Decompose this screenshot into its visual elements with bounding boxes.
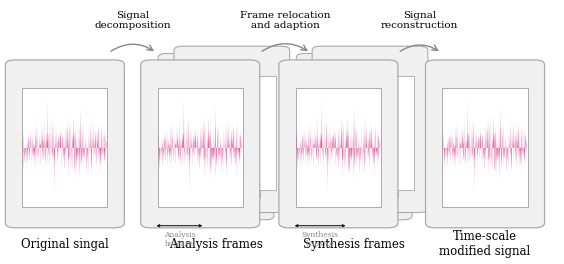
Text: Synthesis frames: Synthesis frames	[303, 238, 405, 251]
FancyBboxPatch shape	[425, 60, 544, 228]
Text: Synthesis
hopsize: Synthesis hopsize	[302, 231, 338, 248]
Bar	[442, 88, 527, 207]
Text: Analysis frames: Analysis frames	[169, 238, 263, 251]
Bar	[157, 88, 243, 207]
Bar	[310, 83, 398, 197]
Bar	[173, 83, 259, 197]
Bar	[296, 88, 381, 207]
FancyBboxPatch shape	[312, 46, 428, 213]
Bar	[188, 76, 275, 190]
FancyBboxPatch shape	[140, 60, 259, 228]
Text: Signal
reconstruction: Signal reconstruction	[381, 11, 459, 30]
Text: Frame relocation
and adaption: Frame relocation and adaption	[240, 11, 331, 30]
FancyBboxPatch shape	[297, 53, 412, 220]
Bar	[23, 88, 107, 207]
Text: Signal
decomposition: Signal decomposition	[94, 11, 171, 30]
FancyBboxPatch shape	[158, 53, 274, 220]
FancyBboxPatch shape	[279, 60, 398, 228]
FancyBboxPatch shape	[174, 46, 290, 213]
Text: Analysis
hopsize: Analysis hopsize	[164, 231, 195, 248]
FancyBboxPatch shape	[6, 60, 124, 228]
Text: Time-scale
modified signal: Time-scale modified signal	[439, 230, 531, 258]
Text: Original singal: Original singal	[21, 238, 109, 251]
Bar	[326, 76, 414, 190]
